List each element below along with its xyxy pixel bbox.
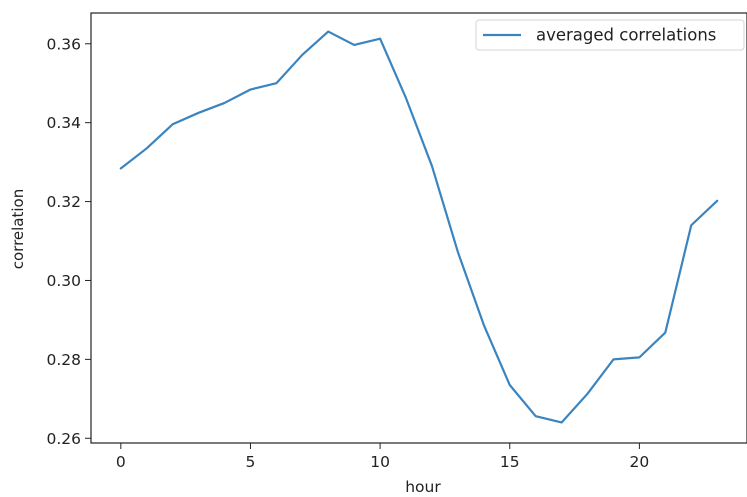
y-tick-label: 0.32 — [46, 193, 81, 211]
plot-area-frame — [90, 12, 747, 444]
series-line-averaged-correlations — [119, 30, 719, 424]
axis-ticks: 0 5 10 15 20 0.26 0.28 0.30 0.32 0.34 0.36 — [46, 35, 649, 471]
y-tick-label: 0.30 — [46, 272, 81, 290]
x-tick-label: 20 — [630, 453, 650, 471]
plot-data — [119, 30, 719, 424]
legend-box — [475, 19, 745, 51]
legend: averaged correlations — [475, 19, 745, 51]
y-tick-label: 0.26 — [46, 430, 81, 448]
y-tick-label: 0.36 — [46, 35, 81, 53]
x-tick-label: 0 — [116, 453, 126, 471]
x-tick-label: 15 — [500, 453, 520, 471]
x-tick-label: 5 — [246, 453, 256, 471]
legend-label-averaged-correlations: averaged correlations — [536, 26, 716, 45]
y-tick-label: 0.28 — [46, 351, 81, 369]
y-axis-label: correlation — [9, 189, 27, 270]
x-axis-label: hour — [405, 478, 441, 493]
x-tick-label: 10 — [370, 453, 390, 471]
y-tick-label: 0.34 — [46, 114, 81, 132]
